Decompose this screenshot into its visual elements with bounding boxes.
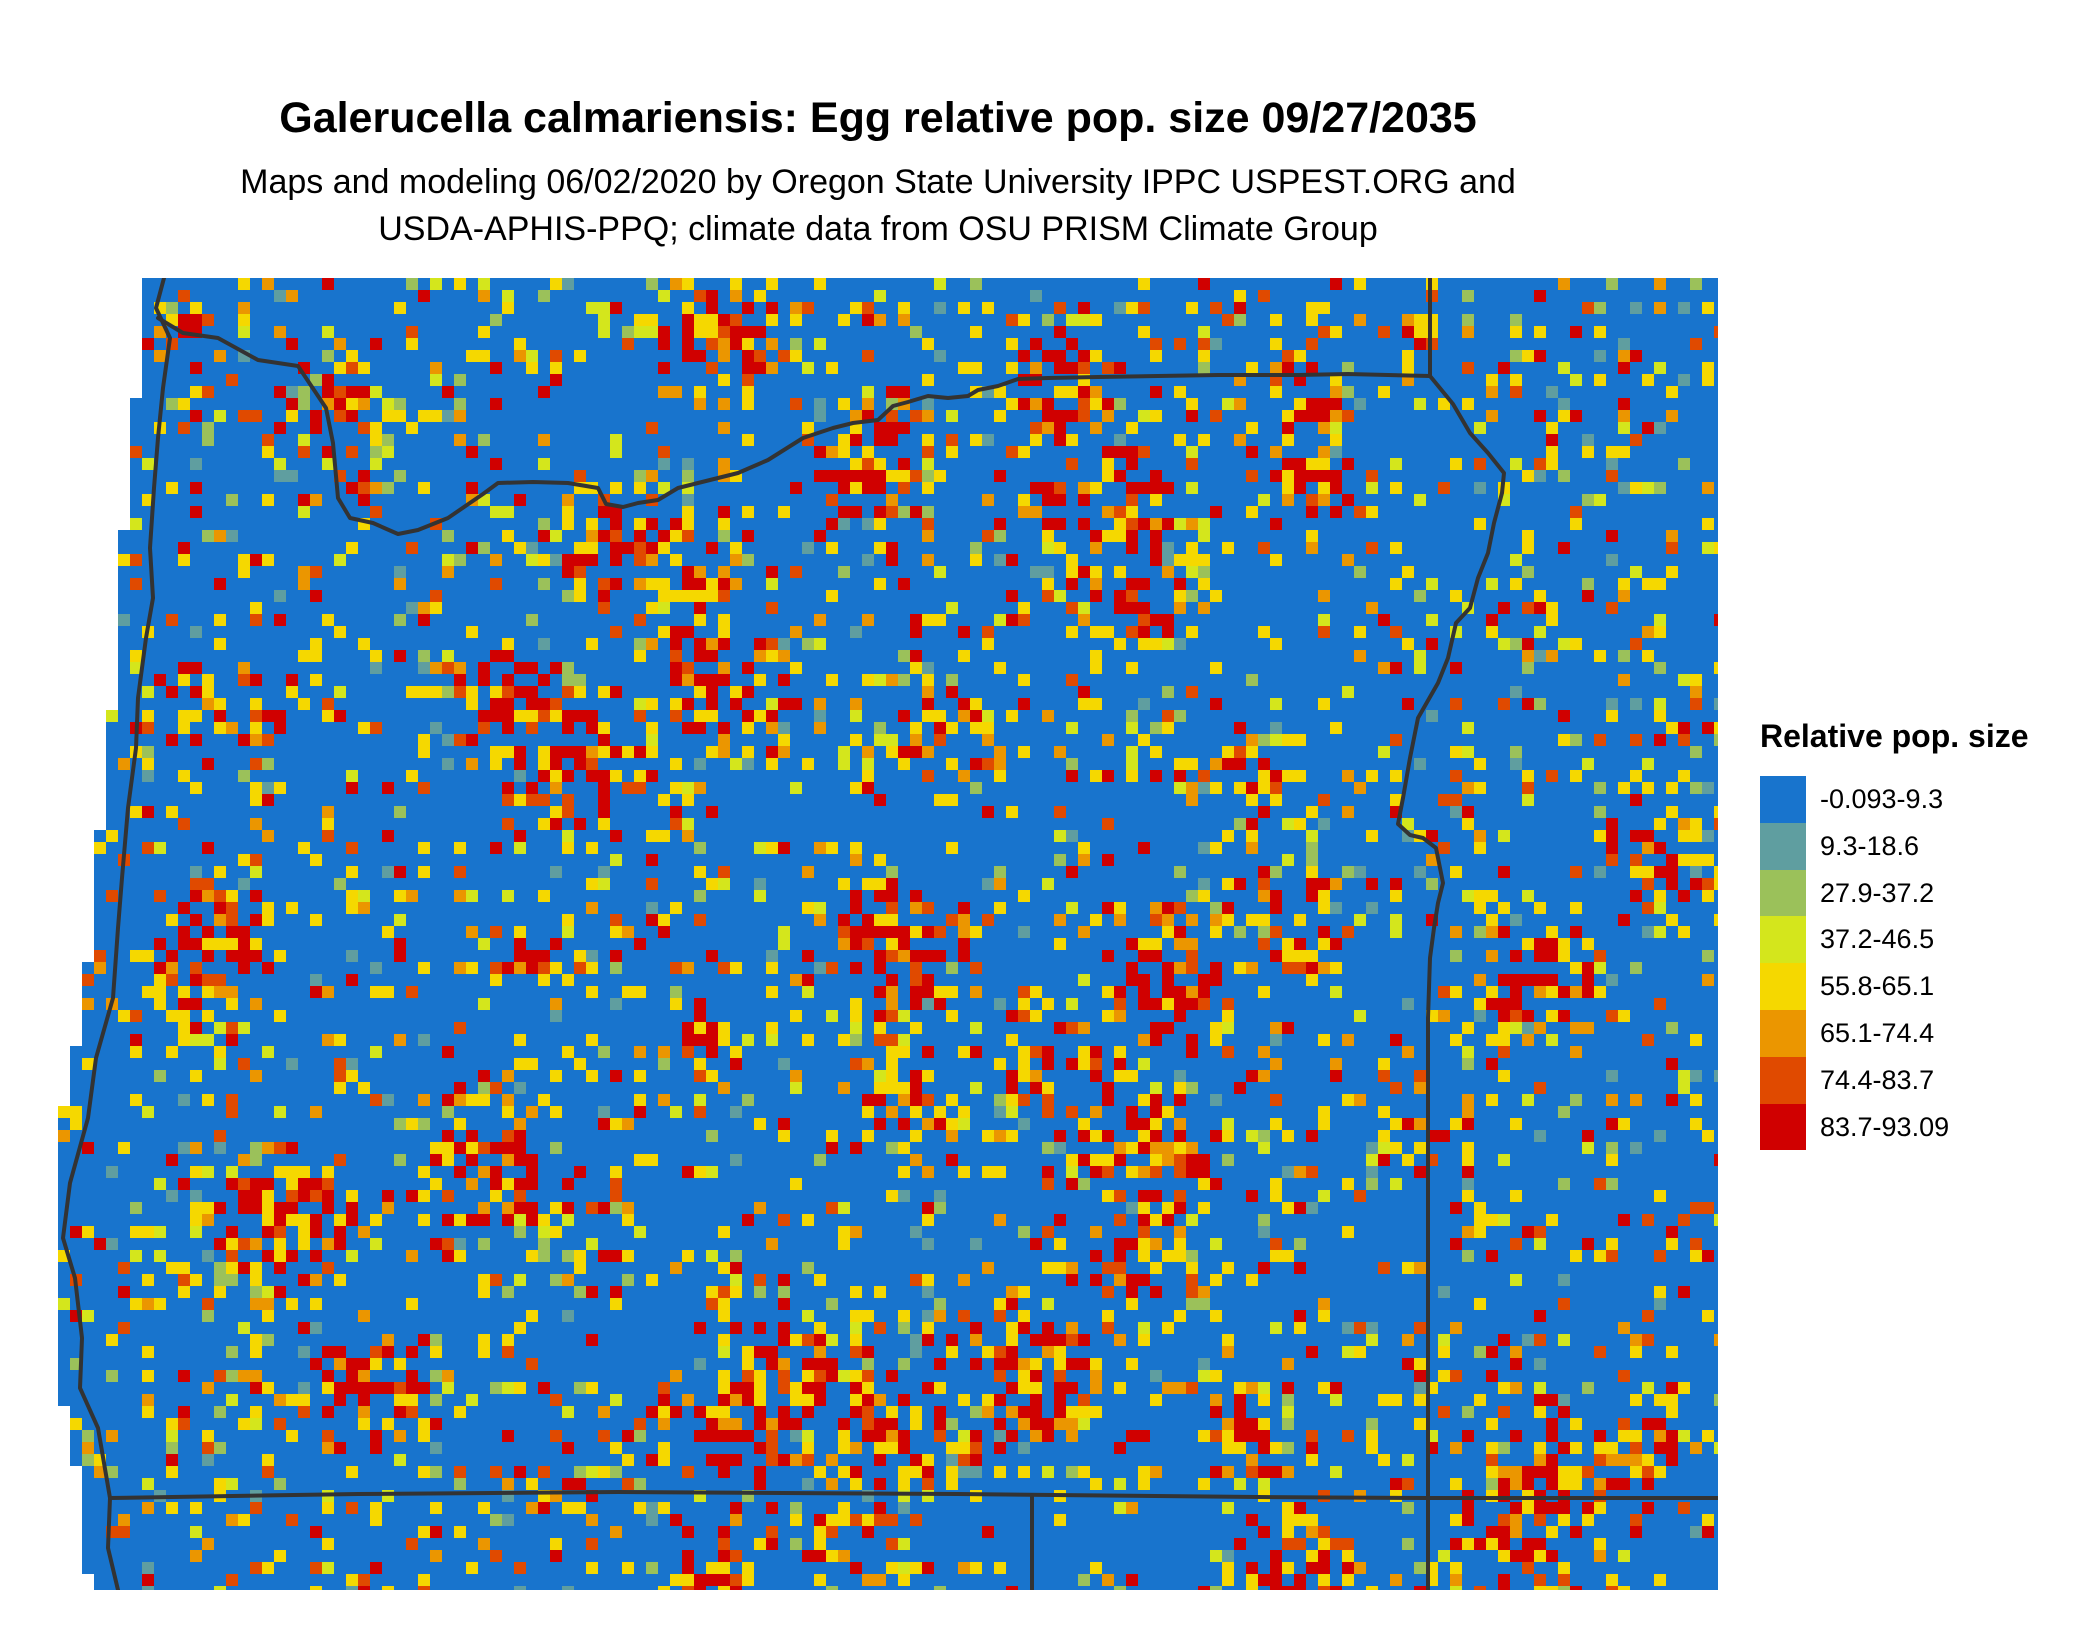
legend-swatch <box>1760 963 1806 1010</box>
legend-swatch <box>1760 1056 1806 1104</box>
legend-item: 65.1-74.4 <box>1760 1009 2080 1057</box>
legend-label: 65.1-74.4 <box>1820 1017 1935 1048</box>
oregon-idaho-border <box>1396 374 1506 1590</box>
legend-item: 83.7-93.09 <box>1760 1103 2080 1151</box>
map-canvas <box>58 278 1718 1590</box>
legend-label: 27.9-37.2 <box>1820 877 1935 908</box>
legend-label: 37.2-46.5 <box>1820 924 1935 955</box>
map-subtitle-line-1: Maps and modeling 06/02/2020 by Oregon S… <box>240 163 1516 201</box>
columbia-river-border <box>156 316 1432 536</box>
map-title: Galerucella calmariensis: Egg relative p… <box>279 94 1477 142</box>
map-subtitle-line-2: USDA-APHIS-PPQ; climate data from OSU PR… <box>378 210 1378 248</box>
legend-label: 55.8-65.1 <box>1820 971 1935 1002</box>
legend-item: 27.9-37.2 <box>1760 869 2080 917</box>
oregon-coastline <box>61 278 172 1590</box>
oregon-population-map <box>58 278 1718 1590</box>
legend-swatch <box>1760 1103 1806 1151</box>
legend-item: 55.8-65.1 <box>1760 963 2080 1010</box>
legend-label: -0.093-9.3 <box>1820 784 1944 814</box>
legend-label: 9.3-18.6 <box>1820 830 1920 861</box>
state-boundaries <box>61 278 1718 1590</box>
legend-item: 37.2-46.5 <box>1760 916 2080 964</box>
legend-swatch <box>1760 869 1806 917</box>
oregon-california-border <box>108 1490 1718 1500</box>
legend-swatch <box>1760 822 1806 870</box>
legend-item: 74.4-83.7 <box>1760 1056 2080 1104</box>
population-raster <box>58 278 1718 1590</box>
legend-swatch <box>1760 916 1806 964</box>
legend-swatch <box>1760 1009 1806 1057</box>
legend-item: -0.093-9.3 <box>1760 776 2080 823</box>
legend-label: 74.4-83.7 <box>1820 1064 1935 1095</box>
legend-item: 9.3-18.6 <box>1760 822 2080 870</box>
legend-swatch <box>1760 776 1806 823</box>
legend: Relative pop. size -0.093-9.3 9.3-18.6 2… <box>1760 716 2080 1151</box>
legend-label: 83.7-93.09 <box>1820 1111 1950 1142</box>
legend-title: Relative pop. size <box>1760 718 2029 754</box>
